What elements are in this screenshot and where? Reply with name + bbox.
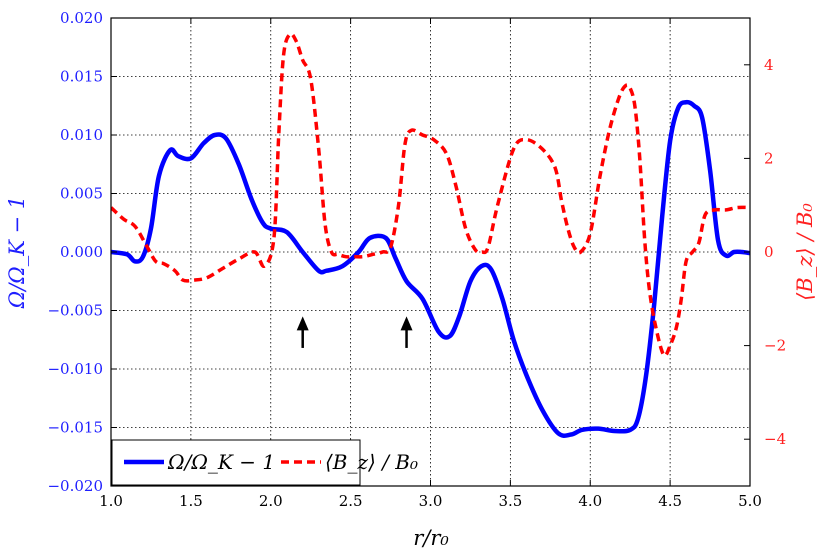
y-left-tick-label: −0.010 xyxy=(47,360,103,378)
annotation-arrow-head xyxy=(400,316,413,331)
x-axis-label: r/r₀ xyxy=(413,526,449,550)
y-right-tick-label: 4 xyxy=(764,56,774,74)
legend-label-bz: ⟨B_z⟩ / B₀ xyxy=(325,450,418,474)
y-right-tick-label: −4 xyxy=(764,430,786,448)
annotation-arrow-head xyxy=(296,316,309,331)
y-left-tick-label: −0.020 xyxy=(47,477,103,495)
y-left-tick-label: 0.005 xyxy=(60,185,103,203)
annotation-arrows xyxy=(296,316,413,348)
axis-ticks: 1.0 1.5 2.0 2.5 3.0 3.5 4.0 4.5 5.0 −0.020 −0.015 −… xyxy=(47,9,786,510)
x-tick-label: 1.5 xyxy=(179,492,203,510)
y-right-tick-label: −2 xyxy=(764,337,786,355)
x-tick-label: 4.5 xyxy=(658,492,682,510)
legend: Ω/Ω_K − 1 ⟨B_z⟩ / B₀ xyxy=(111,439,418,486)
x-tick-label: 3.5 xyxy=(498,492,522,510)
grid-lines xyxy=(111,18,750,486)
y-axis-label-right: ⟨B_z⟩ / B₀ xyxy=(793,203,817,301)
y-left-tick-label: 0.010 xyxy=(60,126,103,144)
x-tick-label: 5.0 xyxy=(738,492,762,510)
y-axis-label-left: Ω/Ω_K − 1 xyxy=(5,196,29,309)
y-right-tick-label: 2 xyxy=(764,149,774,167)
y-left-tick-label: −0.005 xyxy=(47,302,103,320)
y-left-tick-label: 0.000 xyxy=(60,243,103,261)
legend-label-omega: Ω/Ω_K − 1 xyxy=(167,450,275,474)
y-right-tick-label: 0 xyxy=(764,243,774,261)
series-line-bz xyxy=(111,32,750,358)
y-left-tick-label: −0.015 xyxy=(47,419,103,437)
plot-frame xyxy=(110,17,751,487)
x-tick-label: 4.0 xyxy=(578,492,602,510)
x-tick-label: 2.0 xyxy=(259,492,283,510)
y-left-tick-label: 0.020 xyxy=(60,9,103,27)
series-line-omega xyxy=(111,99,750,438)
y-left-tick-label: 0.015 xyxy=(60,68,103,86)
x-tick-label: 3.0 xyxy=(419,492,443,510)
x-tick-label: 2.5 xyxy=(339,492,363,510)
x-tick-label: 1.0 xyxy=(99,492,123,510)
